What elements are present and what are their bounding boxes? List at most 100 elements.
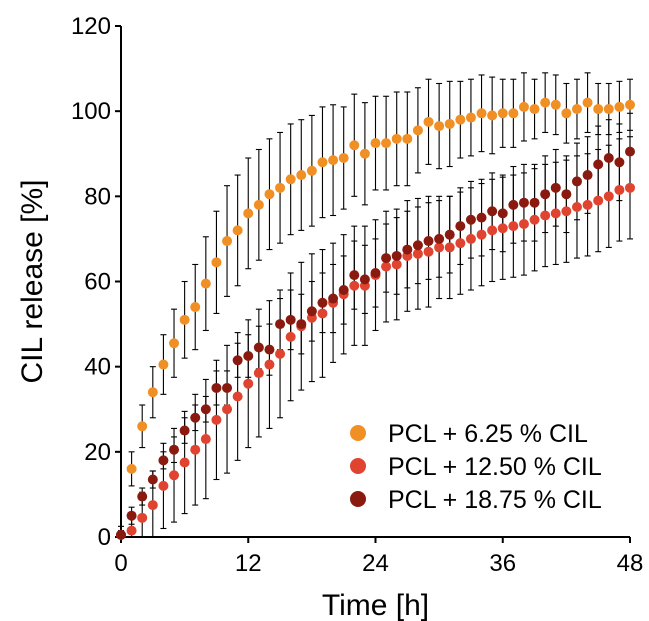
data-point <box>200 434 211 445</box>
data-point <box>508 199 519 210</box>
data-point <box>412 248 423 259</box>
data-point <box>550 99 561 110</box>
data-point <box>412 125 423 136</box>
x-tick-label: 12 <box>235 550 262 577</box>
data-point <box>593 195 604 206</box>
legend-marker <box>350 491 366 507</box>
data-point <box>529 214 540 225</box>
x-tick-label: 24 <box>362 550 389 577</box>
data-point <box>423 236 434 247</box>
data-point <box>359 148 370 159</box>
data-point <box>158 455 169 466</box>
legend-marker <box>350 425 366 441</box>
data-point <box>296 170 307 181</box>
data-point <box>328 155 339 166</box>
data-point <box>285 314 296 325</box>
data-point <box>370 267 381 278</box>
data-point <box>497 108 508 119</box>
data-point <box>328 293 339 304</box>
data-point <box>391 250 402 261</box>
data-point <box>179 425 190 436</box>
data-point <box>126 510 137 521</box>
data-point <box>518 197 529 208</box>
data-point <box>317 157 328 168</box>
data-point <box>147 474 158 485</box>
data-point <box>508 221 519 232</box>
data-point <box>306 306 317 317</box>
data-point <box>381 261 392 272</box>
legend-marker <box>350 458 366 474</box>
data-point <box>625 182 635 193</box>
data-point <box>169 444 180 455</box>
data-point <box>317 297 328 308</box>
data-point <box>264 359 275 370</box>
data-point <box>296 319 307 330</box>
x-tick-label: 48 <box>617 550 644 577</box>
y-tick-label: 40 <box>84 354 111 381</box>
data-point <box>518 219 529 230</box>
data-point <box>571 176 582 187</box>
data-point <box>232 225 243 236</box>
data-point <box>603 153 614 164</box>
y-tick-label: 80 <box>84 183 111 210</box>
data-point <box>211 257 222 268</box>
data-point <box>349 140 360 151</box>
data-point <box>423 116 434 127</box>
data-point <box>200 404 211 415</box>
data-point <box>338 285 349 296</box>
data-point <box>275 348 286 359</box>
data-point <box>275 182 286 193</box>
data-point <box>200 278 211 289</box>
data-point <box>338 153 349 164</box>
data-point <box>179 314 190 325</box>
data-point <box>126 463 137 474</box>
data-point <box>497 208 508 219</box>
data-point <box>561 206 572 217</box>
data-point <box>444 229 455 240</box>
data-point <box>593 104 604 115</box>
x-tick-label: 0 <box>114 550 127 577</box>
data-point <box>476 108 487 119</box>
y-tick-label: 60 <box>84 269 111 296</box>
data-point <box>582 97 593 108</box>
data-point <box>169 470 180 481</box>
data-point <box>264 189 275 200</box>
data-point <box>137 491 148 502</box>
data-point <box>614 157 625 168</box>
data-point <box>487 225 498 236</box>
data-point <box>116 529 126 540</box>
data-point <box>370 138 381 149</box>
data-point <box>402 244 413 255</box>
data-point <box>179 457 190 468</box>
data-point <box>487 110 498 121</box>
data-point <box>614 184 625 195</box>
data-point <box>222 236 233 247</box>
data-point <box>625 99 635 110</box>
data-point <box>455 114 466 125</box>
data-point <box>211 382 222 393</box>
data-point <box>455 221 466 232</box>
data-point <box>582 170 593 181</box>
data-point <box>571 104 582 115</box>
data-point <box>232 391 243 402</box>
data-point <box>158 480 169 491</box>
y-tick-label: 120 <box>71 13 111 40</box>
data-point <box>550 182 561 193</box>
data-point <box>455 238 466 249</box>
data-point <box>571 201 582 212</box>
data-point <box>540 210 551 221</box>
data-points <box>116 97 635 540</box>
data-point <box>550 208 561 219</box>
data-point <box>253 342 264 353</box>
data-point <box>243 351 254 362</box>
data-point <box>497 223 508 234</box>
data-point <box>190 444 201 455</box>
data-point <box>391 259 402 270</box>
data-point <box>465 233 476 244</box>
data-point <box>518 101 529 112</box>
data-point <box>285 174 296 185</box>
data-point <box>137 421 148 432</box>
legend: PCL + 6.25 % CIL PCL + 12.50 % CIL PCL + 1… <box>350 420 602 514</box>
